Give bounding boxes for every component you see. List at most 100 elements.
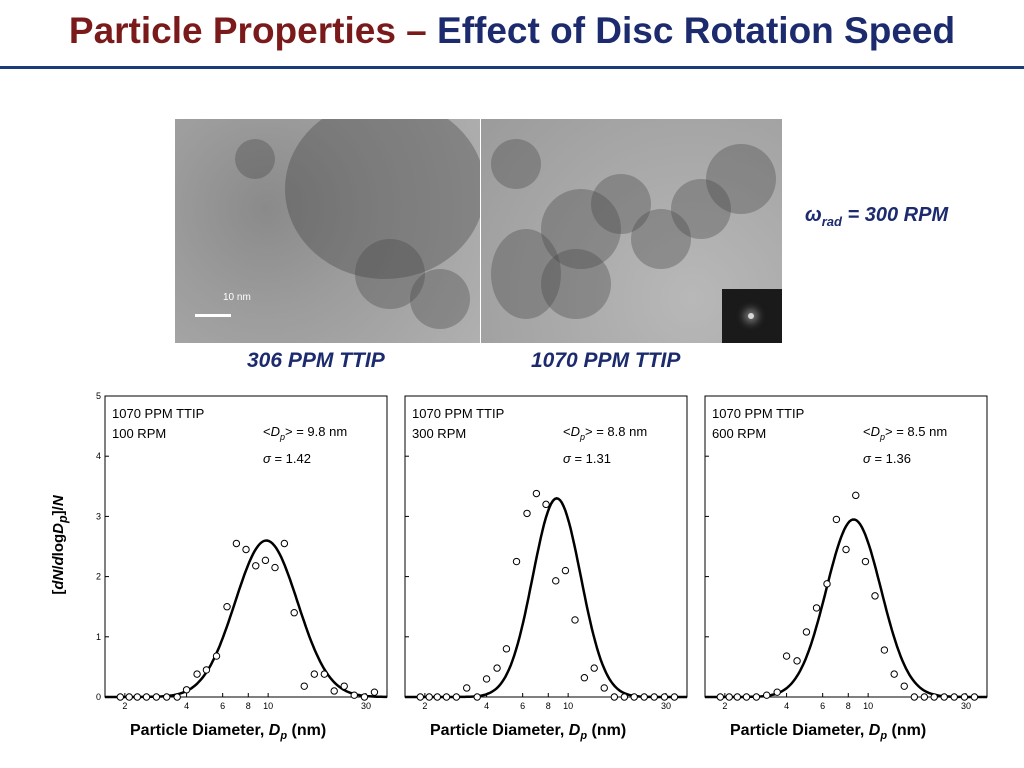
omega-value: = 300 RPM: [847, 204, 949, 226]
x-tick-label: 6: [220, 701, 225, 711]
data-point: [182, 686, 191, 694]
tem-image-1070ppm: [481, 119, 782, 343]
data-point: [340, 682, 348, 690]
panel-label-line1: 1070 PPM TTIP: [712, 406, 804, 421]
data-point: [261, 556, 270, 565]
x-tick-label: 8: [546, 701, 551, 711]
data-point: [725, 693, 733, 701]
data-point: [640, 693, 648, 701]
data-point: [861, 557, 870, 566]
data-point: [330, 687, 338, 695]
x-tick-label: 8: [846, 701, 851, 711]
data-point: [910, 693, 919, 701]
data-point: [425, 693, 433, 701]
panel-label-line2: 600 RPM: [712, 426, 766, 441]
data-point: [290, 609, 298, 617]
data-point: [812, 604, 821, 612]
panel-label-line2: 100 RPM: [112, 426, 166, 441]
x-tick-label: 4: [484, 701, 489, 711]
data-point: [152, 693, 161, 701]
data-point: [871, 592, 879, 600]
x-tick-label: 6: [820, 701, 825, 711]
data-point: [742, 693, 751, 701]
data-point: [940, 693, 948, 701]
data-point: [930, 693, 938, 701]
data-point: [600, 684, 608, 692]
x-tick-label: 4: [184, 701, 189, 711]
x-tick-label: 30: [661, 701, 671, 711]
data-point: [212, 652, 221, 660]
data-point: [163, 693, 171, 701]
x-tick-label: 2: [422, 701, 427, 711]
data-point: [482, 675, 491, 683]
data-point: [493, 664, 501, 672]
panel-label-line1: 1070 PPM TTIP: [112, 406, 204, 421]
data-point: [842, 545, 850, 554]
x-tick-label: 2: [122, 701, 127, 711]
scale-bar-label: 10 nm: [223, 292, 251, 303]
data-point: [823, 580, 831, 588]
y-tick-label: 0: [96, 692, 101, 702]
x-tick-label: 8: [246, 701, 251, 711]
data-point: [125, 693, 133, 701]
panel-label-line1: 1070 PPM TTIP: [412, 406, 504, 421]
y-tick-label: 3: [96, 511, 101, 521]
data-point: [512, 557, 521, 566]
title-divider: [0, 66, 1024, 69]
data-point: [223, 603, 231, 611]
y-tick-label: 2: [96, 572, 101, 582]
sigma-label: σ = 1.36: [863, 451, 911, 466]
data-point: [620, 693, 629, 701]
plot-frame-3: [704, 395, 988, 698]
data-point: [320, 670, 329, 678]
data-point: [590, 664, 598, 672]
data-point: [280, 539, 289, 548]
data-point: [173, 693, 181, 701]
x-tick-label: 2: [722, 701, 727, 711]
sigma-label: σ = 1.42: [263, 451, 311, 466]
rotation-speed-label: ωrad = 300 RPM: [805, 204, 948, 229]
data-point: [900, 682, 908, 690]
x-tick-label: 4: [784, 701, 789, 711]
data-point: [880, 646, 889, 654]
tem-image-306ppm: 10 nm: [175, 119, 480, 343]
data-point: [193, 670, 201, 678]
data-point: [580, 674, 589, 682]
data-point: [116, 693, 124, 701]
x-tick-label: 6: [520, 701, 525, 711]
y-tick-label: 5: [96, 391, 101, 401]
data-point: [890, 670, 898, 678]
x-tick-label: 30: [361, 701, 371, 711]
x-axis-label-3: Particle Diameter, Dp (nm): [730, 722, 927, 743]
title-part-1: Particle Properties –: [68, 10, 427, 51]
y-tick-label: 4: [96, 451, 101, 461]
caption-1070ppm: 1070 PPM TTIP: [531, 349, 681, 372]
data-point: [133, 693, 142, 701]
data-point: [763, 691, 771, 699]
data-point: [300, 682, 308, 690]
data-point: [252, 562, 260, 570]
data-point: [502, 645, 511, 653]
x-tick-label: 10: [563, 701, 573, 711]
x-axis-label-1: Particle Diameter, Dp (nm): [130, 722, 327, 743]
data-point: [561, 566, 570, 575]
data-point: [310, 670, 319, 678]
data-point: [950, 693, 958, 701]
data-point: [452, 693, 461, 701]
data-point: [773, 688, 781, 696]
data-point: [733, 693, 742, 701]
data-point: [442, 693, 451, 701]
slide-title: Particle Properties – Effect of Disc Rot…: [0, 10, 1024, 52]
data-point: [370, 688, 379, 696]
data-point: [752, 693, 761, 701]
x-tick-label: 10: [863, 701, 873, 711]
data-point: [416, 693, 424, 701]
scale-bar: [195, 314, 231, 317]
data-point: [271, 563, 279, 572]
data-point: [202, 666, 211, 674]
data-point: [960, 693, 969, 701]
data-point: [523, 509, 531, 518]
omega-subscript: rad: [821, 214, 842, 229]
data-point: [660, 693, 669, 701]
